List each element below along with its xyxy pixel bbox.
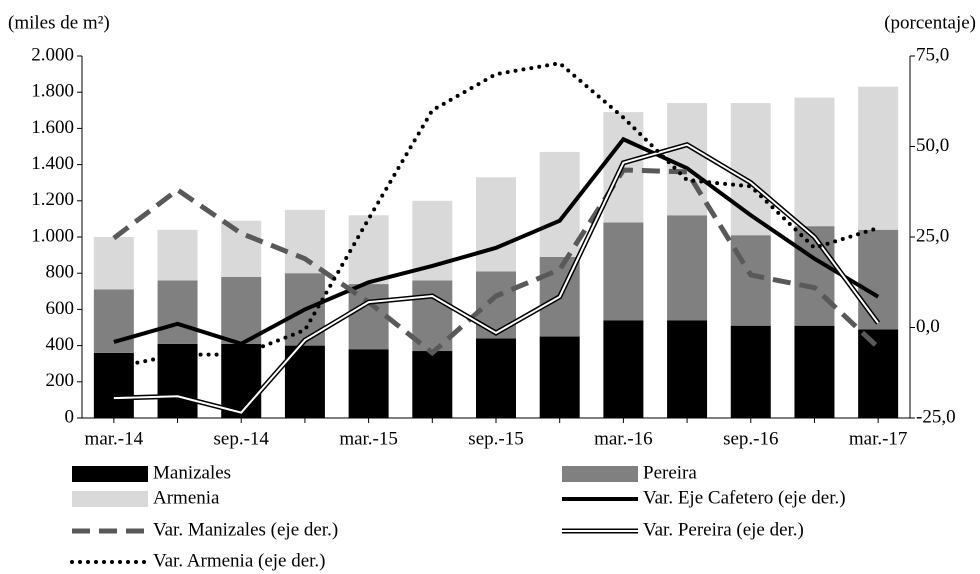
y-tick-label: 400 bbox=[46, 334, 75, 355]
legend-label: Armenia bbox=[153, 487, 220, 508]
line-series bbox=[111, 61, 881, 370]
legend-label: Pereira bbox=[643, 462, 697, 483]
bar-segment bbox=[93, 352, 134, 418]
x-tick-label: mar.-17 bbox=[849, 428, 908, 449]
y-tick-label: 1.400 bbox=[31, 153, 74, 174]
bar-segment bbox=[221, 220, 262, 277]
legend-label: Var. Manizales (eje der.) bbox=[153, 519, 338, 540]
bar-segment bbox=[603, 320, 644, 418]
legend-swatch bbox=[562, 466, 638, 482]
legend-label: Var. Armenia (eje der.) bbox=[153, 550, 326, 571]
bar-segment bbox=[284, 209, 325, 274]
y-tick-label: 1.600 bbox=[31, 117, 74, 138]
legend-swatch bbox=[72, 466, 148, 482]
y-tick-label: 2.000 bbox=[31, 44, 74, 65]
bar-segment bbox=[476, 338, 516, 418]
x-tick-label: sep.-16 bbox=[723, 428, 778, 449]
bar-segment bbox=[858, 86, 899, 230]
x-tick-label: mar.-15 bbox=[339, 428, 398, 449]
bar-segment bbox=[348, 349, 389, 418]
bar-segment bbox=[93, 237, 134, 290]
bar-segment bbox=[794, 325, 835, 418]
x-tick-label: mar.-14 bbox=[85, 428, 144, 449]
y-tick-label: 0 bbox=[65, 406, 75, 427]
y2-axis-label: (porcentaje) bbox=[884, 12, 976, 33]
y2-tick-label: 0,0 bbox=[916, 316, 940, 337]
line-series-inner bbox=[113, 143, 879, 414]
line-series bbox=[113, 136, 880, 346]
y-axis-label: (miles de m²) bbox=[8, 12, 110, 33]
legend-label: Var. Eje Cafetero (eje der.) bbox=[643, 487, 846, 508]
legend-label: Manizales bbox=[153, 462, 231, 483]
bar-segment bbox=[858, 329, 899, 418]
bar-segment bbox=[93, 289, 134, 353]
bar-segment bbox=[476, 271, 516, 339]
bar-segment bbox=[221, 276, 262, 344]
y2-tick-label: -25,0 bbox=[916, 406, 956, 427]
y-tick-label: 800 bbox=[46, 262, 75, 283]
line-series bbox=[112, 167, 880, 357]
bar-segment bbox=[667, 320, 708, 418]
y-tick-label: 600 bbox=[46, 298, 75, 319]
legend-label: Var. Pereira (eje der.) bbox=[643, 519, 804, 540]
y-tick-label: 200 bbox=[46, 370, 75, 391]
bar-segment bbox=[667, 215, 708, 321]
bar-segment bbox=[476, 177, 516, 272]
y-tick-label: 1.800 bbox=[31, 81, 74, 102]
legend-swatch bbox=[72, 491, 148, 507]
y2-tick-label: 75,0 bbox=[916, 44, 949, 65]
bar-segment bbox=[794, 97, 835, 227]
x-tick-label: sep.-15 bbox=[468, 428, 523, 449]
bar-segment bbox=[730, 325, 771, 418]
y-tick-label: 1.000 bbox=[31, 225, 74, 246]
x-tick-label: sep.-14 bbox=[214, 428, 270, 449]
bar-segment bbox=[348, 215, 389, 285]
x-tick-label: mar.-16 bbox=[594, 428, 653, 449]
y2-tick-label: 50,0 bbox=[916, 135, 949, 156]
bar-segment bbox=[858, 229, 899, 330]
bar-segment bbox=[157, 280, 198, 344]
y-tick-label: 1.200 bbox=[31, 189, 74, 210]
bar-segment bbox=[157, 229, 198, 281]
bar-segment bbox=[667, 103, 708, 216]
bar-segment bbox=[412, 351, 453, 418]
bar-segment bbox=[539, 336, 580, 418]
bar-segment bbox=[603, 222, 644, 321]
y2-tick-label: 25,0 bbox=[916, 225, 949, 246]
